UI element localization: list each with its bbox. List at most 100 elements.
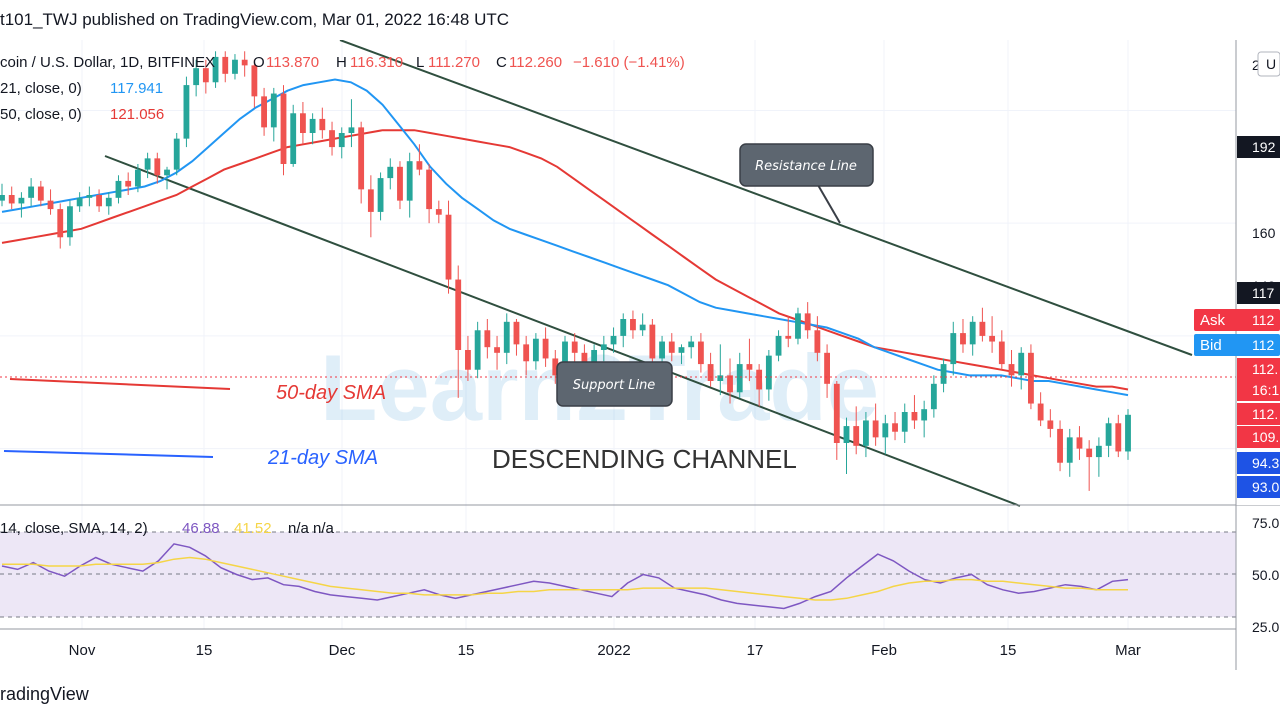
candle [37,180,44,207]
descending-channel-annotation: DESCENDING CHANNEL [492,444,797,474]
candle-body [367,189,374,212]
candle-body [115,180,122,198]
price-tick: 2 [1252,57,1260,73]
candle [28,178,35,207]
time-label: 17 [747,642,764,659]
high-value: 116.310 [350,54,403,71]
candle [164,166,170,190]
candle-body [445,214,452,280]
candle [1095,437,1102,477]
price-tag-value: 192 [1252,139,1276,155]
candle [416,144,423,176]
candle-body [164,169,170,176]
candle-body [377,178,384,212]
candle [639,313,646,336]
candle [697,333,704,373]
price-chart-svg[interactable]: Learn2Trade coin / U.S. Dollar, 1D, BITF… [0,39,1280,670]
candle [144,152,151,179]
candle [251,59,258,108]
candle-body [280,93,287,164]
candle-body [309,118,316,133]
candle-body [562,341,568,376]
candle-body [921,409,928,421]
candle [688,335,695,359]
price-tag: 109. [1237,426,1280,448]
price-tag-bg [1237,136,1280,158]
candle [280,85,287,176]
candle [1115,414,1122,458]
support-line-label: Support Line [573,378,656,393]
chart-frame[interactable]: Learn2Trade coin / U.S. Dollar, 1D, BITF… [0,39,1280,670]
candle [445,200,452,294]
ma50-label: 50, close, 0) [0,106,82,123]
price-tag-bg [1237,426,1280,448]
time-label: 15 [1000,642,1017,659]
rsi-tick-75: 75.0 [1252,515,1279,531]
candle-body [940,364,947,384]
candle-body [571,341,578,353]
candle-body [901,412,908,432]
price-tag-bg [1237,358,1280,380]
open-value: 113.870 [266,54,319,71]
candle-body [387,166,394,179]
resistance-line-note[interactable]: Resistance Line [739,143,874,187]
candle [921,400,928,438]
price-tag-value: 94.3 [1252,455,1279,471]
close-value: 112.260 [509,54,562,71]
rsi-tick-25: 25.0 [1252,619,1279,635]
header: t101_TWJ published on TradingView.com, M… [0,0,1280,40]
candle [532,333,539,370]
candle-body [37,186,44,201]
candle-body [659,341,665,359]
candle [668,333,675,362]
candle [183,76,190,148]
price-tag-bg [1237,379,1280,401]
resistance-channel-line [339,39,1193,356]
candle [47,189,54,215]
candle-body [707,364,714,381]
symbol-legend: coin / U.S. Dollar, 1D, BITFINEX O 113.8… [0,54,685,123]
candle [1125,409,1131,460]
time-axis[interactable]: Nov 15 Dec 15 2022 17 Feb 15 Mar [69,642,1141,659]
price-tick: 160 [1252,225,1276,241]
candle [930,375,937,418]
candle-body [998,341,1005,365]
candle [232,54,238,80]
candle [494,335,500,370]
candle [950,321,957,376]
price-tag-value: 112 [1252,312,1275,328]
candle-body [756,369,763,390]
candle-body [67,206,73,238]
symbol-name: coin / U.S. Dollar, 1D, BITFINEX [0,54,215,71]
candle-body [552,358,559,376]
price-tag-value: 112. [1252,361,1278,377]
candle [67,200,73,246]
candle-body [736,364,743,393]
candle [1018,347,1025,390]
support-line-note[interactable]: Support Line [556,361,673,407]
candle-body [1105,423,1112,446]
candle-body [406,161,413,201]
change-value: −1.610 (−1.41%) [573,54,685,71]
candle-body [591,350,598,370]
candle [397,161,403,210]
sma21-line [1,78,1129,397]
candle [329,121,335,156]
price-tag-value: 16:1 [1252,382,1279,398]
candle [241,51,248,77]
candle [1066,428,1073,477]
time-label: 2022 [597,642,630,659]
candle-body [300,113,306,133]
chart-grid [0,40,1236,629]
candle-body [86,195,93,198]
rsi-ma-value: 41.52 [234,520,272,537]
candle-body [833,383,840,443]
candle [833,381,840,460]
candle-body [329,130,335,148]
candle [795,307,801,345]
candle [901,403,908,443]
scale-mode-button[interactable]: U [1257,51,1280,77]
candle-body [649,324,656,359]
candle-body [1066,437,1073,463]
candle-body [697,341,704,365]
